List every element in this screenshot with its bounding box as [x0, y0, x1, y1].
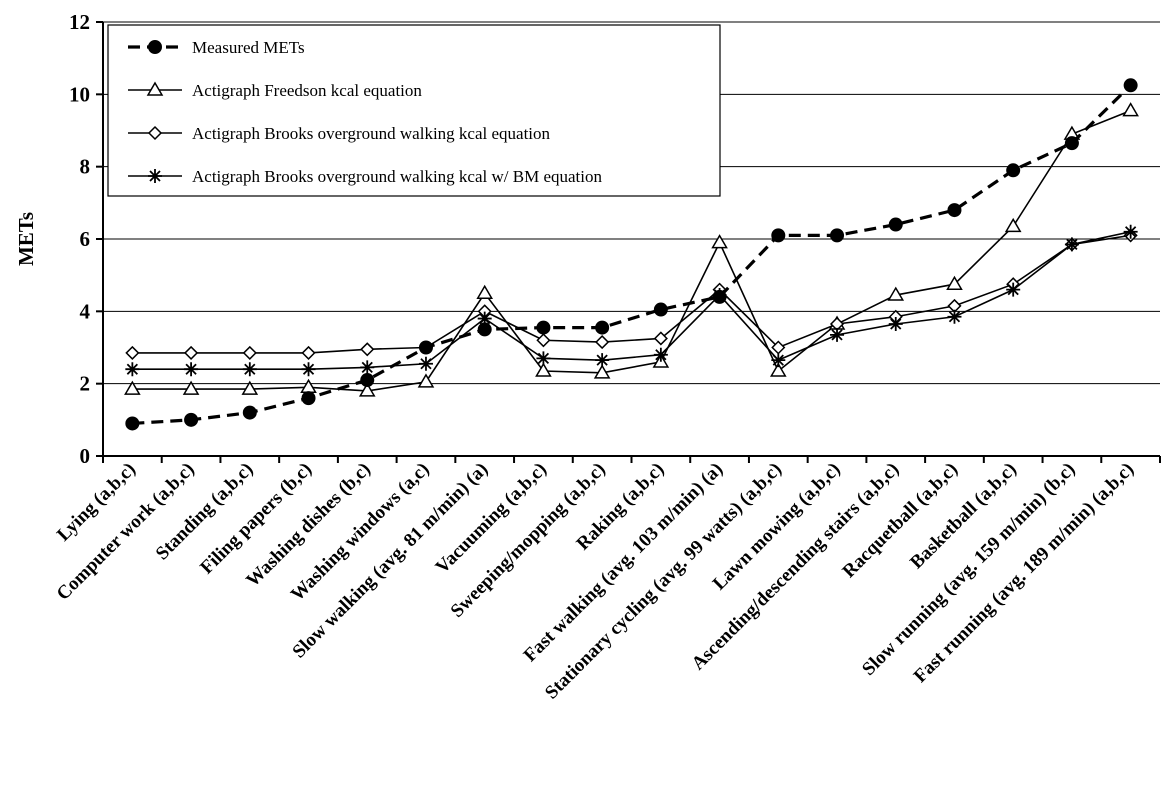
data-point [946, 275, 963, 290]
y-tick-labels: 0 2 4 6 8 10 12 [69, 10, 103, 468]
data-point [595, 335, 610, 350]
legend: Measured METs Actigraph Freedson kcal equ… [107, 24, 721, 197]
data-point [536, 333, 551, 348]
data-point [300, 378, 317, 394]
data-point [477, 311, 492, 326]
x-category-label: Basketball (a,b,c) [906, 459, 1021, 574]
x-category-label: Vacuuming (a,b,c) [432, 459, 551, 578]
y-tick-label: 6 [80, 227, 91, 251]
data-point [1122, 102, 1139, 117]
x-category-label: Fast running (avg. 189 m/min) (a,b,c) [910, 459, 1138, 687]
series-layer [124, 78, 1139, 431]
data-point [1004, 217, 1022, 233]
data-point [301, 345, 316, 360]
data-point [301, 391, 316, 406]
data-point [301, 362, 316, 377]
data-point [358, 382, 376, 397]
data-point [593, 364, 611, 379]
legend-item: Actigraph Freedson kcal equation [128, 81, 422, 100]
data-point [653, 347, 668, 362]
series-line [132, 109, 1131, 392]
data-point [830, 327, 845, 342]
data-point [417, 373, 435, 388]
data-point [595, 353, 610, 368]
x-category-labels: Lying (a,b,c)Computer work (a,b,c)Standi… [53, 459, 1139, 704]
data-point [184, 345, 199, 360]
legend-marker [148, 169, 162, 183]
series-2 [125, 228, 1138, 360]
data-point [182, 380, 200, 395]
data-point [124, 380, 141, 395]
data-point [360, 342, 375, 357]
data-point [1064, 237, 1079, 252]
data-point [653, 331, 668, 346]
legend-label: Actigraph Brooks overground walking kcal… [192, 124, 551, 143]
data-point [947, 309, 962, 324]
data-point [476, 284, 493, 299]
data-point [1123, 224, 1138, 239]
legend-marker [148, 40, 162, 54]
data-point [770, 362, 787, 377]
series-line [132, 234, 1131, 354]
legend-item: Actigraph Brooks overground walking kcal… [128, 124, 551, 143]
series-3 [125, 224, 1138, 377]
data-point [711, 234, 728, 249]
series-line [132, 84, 1132, 426]
data-point [535, 362, 552, 377]
legend-marker [146, 81, 164, 96]
x-tick-marks [102, 456, 1161, 463]
data-point [360, 373, 375, 388]
data-point [418, 340, 433, 355]
series-0 [125, 78, 1138, 431]
data-point [241, 380, 259, 395]
y-tick-label: 4 [80, 299, 91, 323]
data-point [771, 353, 786, 368]
x-category-label: Slow running (avg. 159 m/min) (b,c) [858, 459, 1079, 680]
legend-label: Actigraph Freedson kcal equation [192, 81, 422, 100]
data-point [125, 345, 140, 360]
data-point [653, 302, 668, 317]
data-point [888, 316, 903, 331]
legend-item: Measured METs [128, 38, 305, 57]
data-point [184, 412, 199, 427]
data-point [595, 320, 610, 335]
data-point [887, 286, 905, 301]
data-point [1064, 136, 1079, 151]
data-point [242, 362, 257, 377]
data-point [1006, 282, 1021, 297]
data-point [771, 228, 786, 243]
data-point [360, 360, 375, 375]
y-tick-label: 2 [80, 372, 91, 396]
y-tick-label: 10 [69, 82, 90, 106]
y-axis-title: METs [14, 212, 38, 266]
data-point [536, 351, 551, 366]
series-1 [124, 102, 1139, 397]
legend-marker [147, 125, 163, 141]
data-point [242, 345, 257, 360]
data-point [947, 203, 962, 218]
series-line [132, 230, 1131, 371]
x-category-label: Ascending/descending stairs (a,b,c) [688, 459, 904, 675]
data-point [1006, 163, 1021, 178]
data-point [184, 362, 199, 377]
legend-label: Measured METs [192, 38, 305, 57]
data-point [418, 356, 433, 371]
y-tick-label: 12 [69, 10, 90, 34]
data-point [888, 217, 903, 232]
y-tick-label: 0 [80, 444, 91, 468]
data-point [830, 228, 845, 243]
data-point [1123, 78, 1138, 93]
data-point [125, 362, 140, 377]
x-category-label: Filing papers (b,c) [196, 459, 316, 579]
data-point [477, 322, 492, 337]
data-point [536, 320, 551, 335]
data-point [242, 405, 257, 420]
y-tick-label: 8 [80, 155, 91, 179]
legend-label: Actigraph Brooks overground walking kcal… [192, 167, 602, 186]
data-point [125, 416, 140, 431]
data-point [712, 289, 727, 304]
legend-box [107, 24, 721, 197]
legend-item: Actigraph Brooks overground walking kcal… [128, 167, 602, 186]
